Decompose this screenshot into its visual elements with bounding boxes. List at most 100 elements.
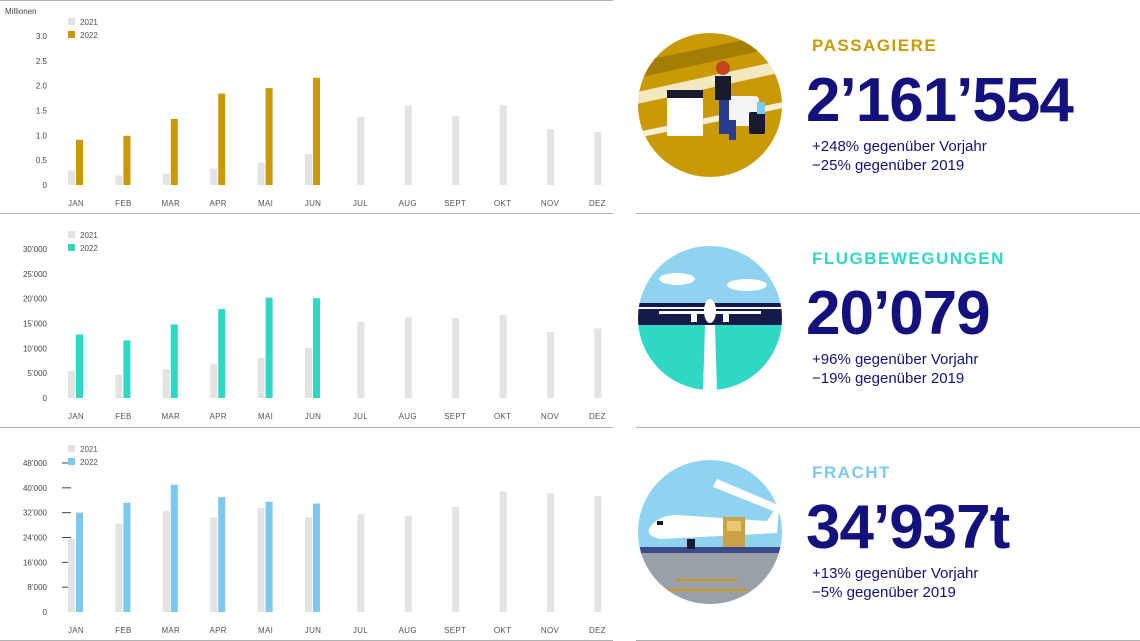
divider-1-right [636,213,1140,214]
flug-bar-2022 [123,340,131,398]
flug-bar-2021 [357,322,365,398]
passagiere-xtick: SEPT [444,199,466,208]
flug-bar-2022 [265,297,273,398]
flug-bar-2022 [170,324,178,398]
flug-xtick: MAR [161,412,180,421]
passagiere-xtick: DEZ [589,199,606,208]
flug-bar-2021 [115,374,123,398]
flug-legend-label-2021: 2021 [80,231,98,240]
passagiere-xtick: FEB [115,199,131,208]
flug-cmp-2019: −19% gegenüber 2019 [812,370,965,387]
passagiere-cmp-2019: −25% gegenüber 2019 [812,157,965,174]
panel-fracht: 0 8’000 16’000 24’000 32’000 40’000 48’000 2021… [0,427,1140,641]
fracht-chart: 0 8’000 16’000 24’000 32’000 40’000 48’000 2021… [23,445,606,635]
fracht-bar-2021 [594,496,602,612]
passagiere-ytick: 0.5 [36,156,48,165]
flug-xtick: MAI [258,412,273,421]
divider-top-left [0,0,613,1]
passagiere-bar-2022 [123,135,131,185]
divider-1-left [0,213,613,214]
passagiere-xtick: MAI [258,199,273,208]
fracht-bar-2021 [162,511,170,612]
fracht-ytick: 16’000 [23,558,48,567]
passagiere-title: PASSAGIERE [812,36,938,55]
flug-bar-2022 [76,334,83,398]
fracht-legend-label-2022: 2022 [80,458,98,467]
flug-ytick: 20’000 [23,295,48,304]
passagiere-ytick: 3.0 [36,32,48,41]
passagiere-xtick: JUN [305,199,321,208]
passagiere-bar-2021 [547,129,554,185]
passagiere-xtick: AUG [399,199,417,208]
passagiere-bar-2021 [305,154,312,185]
fracht-bar-2021 [547,493,554,612]
flug-legend-label-2022: 2022 [80,244,98,253]
passenger-illustration [638,33,782,177]
passagiere-xtick: APR [210,199,227,208]
flug-bar-2021 [305,347,312,398]
passagiere-xtick: JUL [353,199,368,208]
flug-bar-2021 [499,315,507,398]
fracht-xtick: AUG [399,626,417,635]
passagiere-chart: Millionen 0 0.5 1.0 1.5 2.0 2.5 3.0 2021 2022 JAN F… [5,7,606,208]
flug-legend-swatch-2022 [68,244,75,251]
panel-passagiere: Millionen 0 0.5 1.0 1.5 2.0 2.5 3.0 2021 2022 JAN F… [0,0,1140,213]
fracht-xtick: JUN [305,626,321,635]
flug-ytick: 15’000 [23,320,48,329]
passagiere-xtick: JAN [68,199,84,208]
fracht-bar-2021 [115,523,123,612]
fracht-ytick: 0 [43,608,48,617]
flug-bar-2021 [68,371,75,398]
cargo-plane-illustration [638,460,782,604]
fracht-xtick: APR [210,626,227,635]
fracht-bar-2021 [452,507,460,612]
passagiere-bar-2021 [499,105,507,185]
flug-bar-2021 [547,331,554,398]
fracht-ytick: 24’000 [23,534,48,543]
passagiere-xtick: OKT [494,199,511,208]
passagiere-value: 2’161’554 [806,66,1074,135]
flug-ytick: 30’000 [23,245,48,254]
fracht-bar-2021 [305,517,312,612]
fracht-bar-2022 [218,497,226,612]
fracht-xtick: JUL [353,626,368,635]
passagiere-ytick: 2.0 [36,82,48,91]
passagiere-bar-2021 [115,175,123,185]
flug-bar-2021 [162,369,170,398]
flug-xtick: JUN [305,412,321,421]
fracht-ytick: 8’000 [27,583,47,592]
fracht-bar-2021 [68,539,75,612]
passagiere-bar-2021 [357,116,365,185]
fracht-xtick: OKT [494,626,511,635]
passagiere-bar-2022 [170,118,178,185]
passagiere-bar-2022 [313,77,320,185]
fracht-value: 34’937t [806,493,1010,562]
passagiere-legend-label-2022: 2022 [80,31,98,40]
fracht-bar-2021 [257,508,265,612]
fracht-xtick: JAN [68,626,84,635]
passagiere-xtick: NOV [541,199,560,208]
flug-bar-2021 [210,364,218,398]
passagiere-ytick: 1.0 [36,131,48,140]
passagiere-bar-2021 [210,168,218,185]
fracht-bar-2022 [170,484,178,612]
divider-2-left [0,427,613,428]
fracht-cmp-2019: −5% gegenüber 2019 [812,584,956,601]
airplane-front-illustration [638,246,782,390]
passagiere-cmp-prev-year: +248% gegenüber Vorjahr [812,138,987,155]
flug-bar-2022 [218,309,226,398]
flug-bar-2021 [452,318,460,398]
passagiere-legend-swatch-2022 [68,31,75,38]
flug-xtick: FEB [115,412,131,421]
fracht-bar-2021 [357,514,365,612]
passagiere-ytick: 0 [43,181,48,190]
fracht-xtick: DEZ [589,626,606,635]
passagiere-bar-2021 [257,162,265,185]
passagiere-unit-label: Millionen [5,7,37,16]
panel-flugbewegungen: 0 5’000 10’000 15’000 20’000 25’000 30’000 2021… [0,213,1140,426]
flug-ytick: 25’000 [23,270,48,279]
fracht-bar-2022 [76,512,83,612]
passagiere-bar-2021 [594,131,602,185]
fracht-xtick: SEPT [444,626,466,635]
fracht-bar-2021 [210,517,218,612]
